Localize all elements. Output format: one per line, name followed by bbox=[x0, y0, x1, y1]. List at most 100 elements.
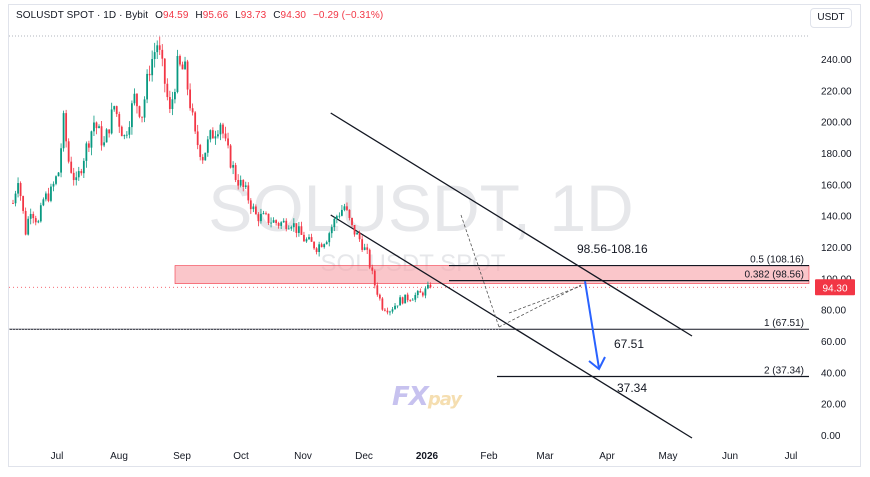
candle-body bbox=[277, 223, 280, 226]
logo-part-fx: FX bbox=[392, 382, 429, 412]
candle-body bbox=[70, 161, 73, 173]
candle-body bbox=[65, 113, 68, 142]
candle-body bbox=[394, 305, 396, 310]
candle-body bbox=[358, 232, 361, 240]
candle-body bbox=[368, 249, 371, 268]
candle-body bbox=[181, 64, 184, 70]
candle-body bbox=[239, 179, 242, 186]
candle-body bbox=[295, 223, 298, 233]
candle-body bbox=[320, 244, 323, 248]
currency-button[interactable]: USDT bbox=[810, 8, 852, 28]
candle-body bbox=[219, 124, 222, 135]
candle-body bbox=[348, 209, 351, 218]
low-value: 93.73 bbox=[240, 10, 267, 21]
candle-body bbox=[57, 172, 60, 177]
fib-label: 0.382 (98.56) bbox=[745, 270, 805, 281]
candle-body bbox=[44, 193, 47, 200]
candle-body bbox=[131, 103, 133, 128]
candle-body bbox=[52, 183, 55, 187]
candle-body bbox=[146, 73, 148, 100]
candle-body bbox=[171, 99, 174, 110]
candle-body bbox=[27, 218, 30, 235]
x-tick-label: 2026 bbox=[416, 451, 439, 462]
fib-label: 2 (37.34) bbox=[764, 366, 804, 377]
x-tick-label: Apr bbox=[599, 451, 615, 462]
candle-body bbox=[282, 220, 285, 223]
projection-arrow-shaft[interactable] bbox=[584, 281, 600, 369]
y-tick-label: 180.00 bbox=[821, 149, 852, 160]
candle-body bbox=[376, 285, 379, 295]
candle-body bbox=[265, 213, 267, 215]
projection-arrow-head bbox=[588, 356, 606, 371]
candle-body bbox=[366, 247, 369, 250]
candle-body bbox=[399, 297, 401, 306]
candle-body bbox=[318, 244, 321, 252]
candle-body bbox=[257, 214, 260, 222]
candle-body bbox=[401, 297, 404, 304]
candle-body bbox=[429, 284, 432, 288]
candle-body bbox=[82, 160, 85, 174]
candle-body bbox=[214, 136, 217, 139]
candle-body bbox=[254, 206, 257, 215]
candle-body bbox=[98, 126, 100, 129]
candle-body bbox=[158, 45, 161, 50]
fxpay-logo: FXpay bbox=[392, 382, 462, 412]
candle-body bbox=[249, 200, 252, 210]
candle-body bbox=[330, 227, 333, 234]
candle-body bbox=[237, 179, 240, 186]
y-tick-label: 0.00 bbox=[821, 431, 841, 442]
candle-body bbox=[381, 298, 384, 310]
x-tick-label: Sep bbox=[173, 451, 191, 462]
watermark-main: SOLUSDT, 1D bbox=[208, 171, 633, 245]
candle-body bbox=[186, 61, 189, 90]
symbol-label[interactable]: SOLUSDT SPOT · 1D · Bybit bbox=[16, 10, 149, 21]
candle-body bbox=[161, 49, 164, 59]
candle-body bbox=[290, 227, 293, 229]
candle-body bbox=[275, 220, 278, 224]
candle-body bbox=[346, 206, 348, 210]
x-tick-label: Feb bbox=[480, 451, 498, 462]
x-tick-label: Mar bbox=[536, 451, 554, 462]
candle-body bbox=[22, 196, 25, 211]
candle-body bbox=[421, 292, 424, 296]
candle-body bbox=[267, 213, 270, 224]
wedge-line-bottom bbox=[498, 284, 582, 328]
candle-body bbox=[93, 122, 95, 132]
candle-body bbox=[138, 106, 141, 117]
candle-body bbox=[280, 222, 283, 226]
candle-body bbox=[310, 237, 313, 242]
candle-body bbox=[411, 299, 414, 301]
candle-body bbox=[194, 112, 197, 132]
candle-body bbox=[305, 239, 308, 242]
channel-upper-line[interactable] bbox=[330, 112, 693, 337]
candle-body bbox=[341, 209, 343, 216]
candle-body bbox=[47, 193, 50, 201]
x-tick-label: Nov bbox=[294, 451, 312, 462]
candle-body bbox=[427, 284, 429, 289]
y-tick-label: 40.00 bbox=[821, 368, 846, 379]
candle-body bbox=[19, 183, 22, 197]
candle-body bbox=[414, 295, 417, 300]
candle-body bbox=[168, 97, 171, 110]
x-tick-label: Oct bbox=[233, 451, 249, 462]
low-label: L bbox=[235, 10, 241, 21]
candle-body bbox=[80, 171, 83, 174]
candle-body bbox=[409, 300, 412, 301]
close-label: C bbox=[273, 10, 281, 21]
candle-body bbox=[163, 58, 166, 84]
candle-body bbox=[196, 131, 199, 146]
candle-body bbox=[39, 205, 42, 222]
y-tick-label: 60.00 bbox=[821, 337, 846, 348]
fib-label: 1 (67.51) bbox=[764, 318, 804, 329]
candle-body bbox=[148, 73, 151, 76]
candle-body bbox=[338, 215, 341, 217]
high-value: 95.66 bbox=[202, 10, 229, 21]
candle-body bbox=[252, 206, 255, 210]
y-tick-label: 200.00 bbox=[821, 118, 852, 129]
candle-body bbox=[120, 126, 123, 137]
y-tick-label: 140.00 bbox=[821, 212, 852, 223]
candle-body bbox=[396, 305, 399, 307]
channel-lower-line[interactable] bbox=[330, 214, 693, 439]
high-label: H bbox=[195, 10, 203, 21]
